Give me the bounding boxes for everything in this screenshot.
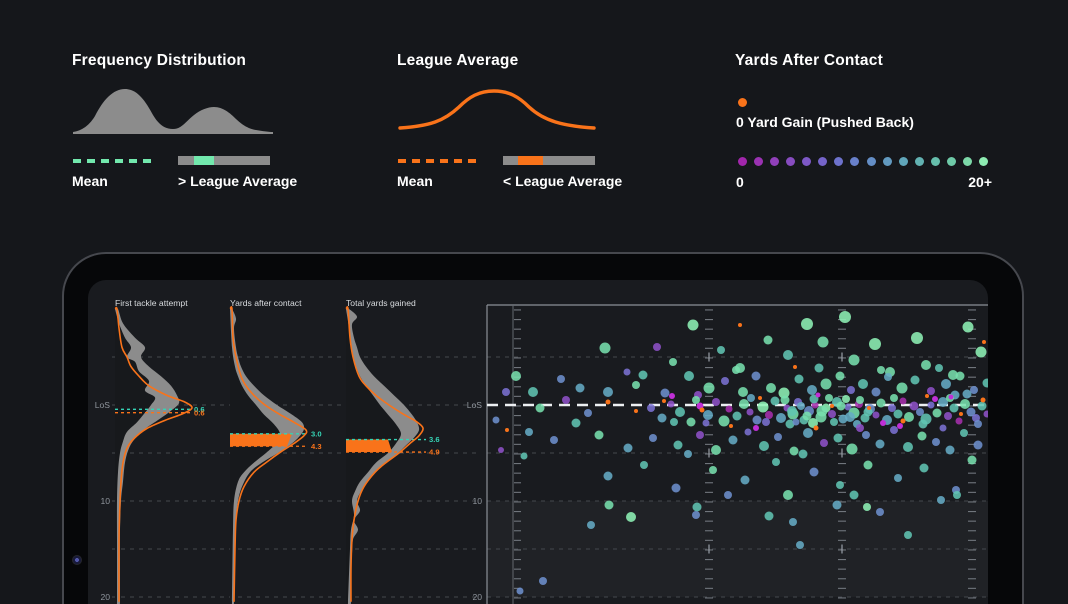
yac-gradient-dot [962,157,972,166]
mean-label: Mean [397,173,433,189]
mean-dash-line [73,159,157,163]
yac-gradient-dot [834,157,844,166]
pushed-back-dot-icon [738,98,747,107]
legend-league-average: League Average Mean < League Average [397,52,622,189]
svg-text:0.6: 0.6 [194,405,205,414]
svg-text:3.0: 3.0 [311,429,322,438]
yac-gradient-dot [802,157,812,166]
yac-gradient-dots [738,157,988,166]
yac-max-label: 20+ [968,174,992,190]
mean-dash-line [398,159,482,163]
mean-label: Mean [72,173,108,189]
yac-gradient-dot [882,157,892,166]
yac-gradient-dot [914,157,924,166]
legend-title: Yards After Contact [735,52,883,69]
distribution-bar [178,156,270,165]
yac-gradient-dot [866,157,876,166]
below-average-label: < League Average [503,173,623,189]
yac-gradient-dot [770,157,780,166]
svg-text:3.6: 3.6 [429,435,440,444]
tablet-frame: First tackle attempt Yards after contact… [62,252,1024,604]
ridge-axis-los: LoS [94,400,110,410]
legend-frequency-distribution: Frequency Distribution Mean > League Ave… [72,52,297,189]
tablet-camera [72,555,82,565]
league-average-curve-icon [398,89,596,130]
tablet-screen: First tackle attempt Yards after contact… [88,280,988,604]
yac-gradient-dot [818,157,828,166]
legend-title: Frequency Distribution [72,52,247,69]
above-average-segment [194,156,214,165]
above-average-label: > League Average [178,173,298,189]
ridge-title-yards-after-contact: Yards after contact [230,298,302,308]
yac-gradient-dot [754,157,764,166]
svg-text:4.9: 4.9 [429,448,440,457]
scatter-axis-los: LoS [466,400,482,410]
scatter-axis-20: 20 [472,592,482,602]
yac-gradient-dot [850,157,860,166]
legend-title: League Average [397,52,519,69]
svg-text:4.3: 4.3 [311,442,322,451]
yac-min-label: 0 [736,174,744,190]
frequency-distribution-icon [73,89,273,134]
svg-text:0.6: 0.6 [194,408,205,417]
yac-gradient-dot [978,157,988,166]
yac-gradient-dot [898,157,908,166]
yac-gradient-dot [930,157,940,166]
below-average-segment [518,156,543,165]
ridge-title-first-tackle: First tackle attempt [115,298,188,308]
yac-gradient-dot [738,157,747,166]
charts-canvas: 0.60.63.04.33.64.9 [112,304,988,604]
ridge-title-total-yards: Total yards gained [346,298,416,308]
pushed-back-label: 0 Yard Gain (Pushed Back) [736,114,914,130]
ridge-axis-10: 10 [100,496,110,506]
ridge-axis-20: 20 [100,592,110,602]
yac-gradient-dot [786,157,796,166]
yac-gradient-dot [946,157,956,166]
legend-yards-after-contact: Yards After Contact 0 Yard Gain (Pushed … [735,52,993,190]
distribution-bar [503,156,595,165]
scatter-axis-10: 10 [472,496,482,506]
